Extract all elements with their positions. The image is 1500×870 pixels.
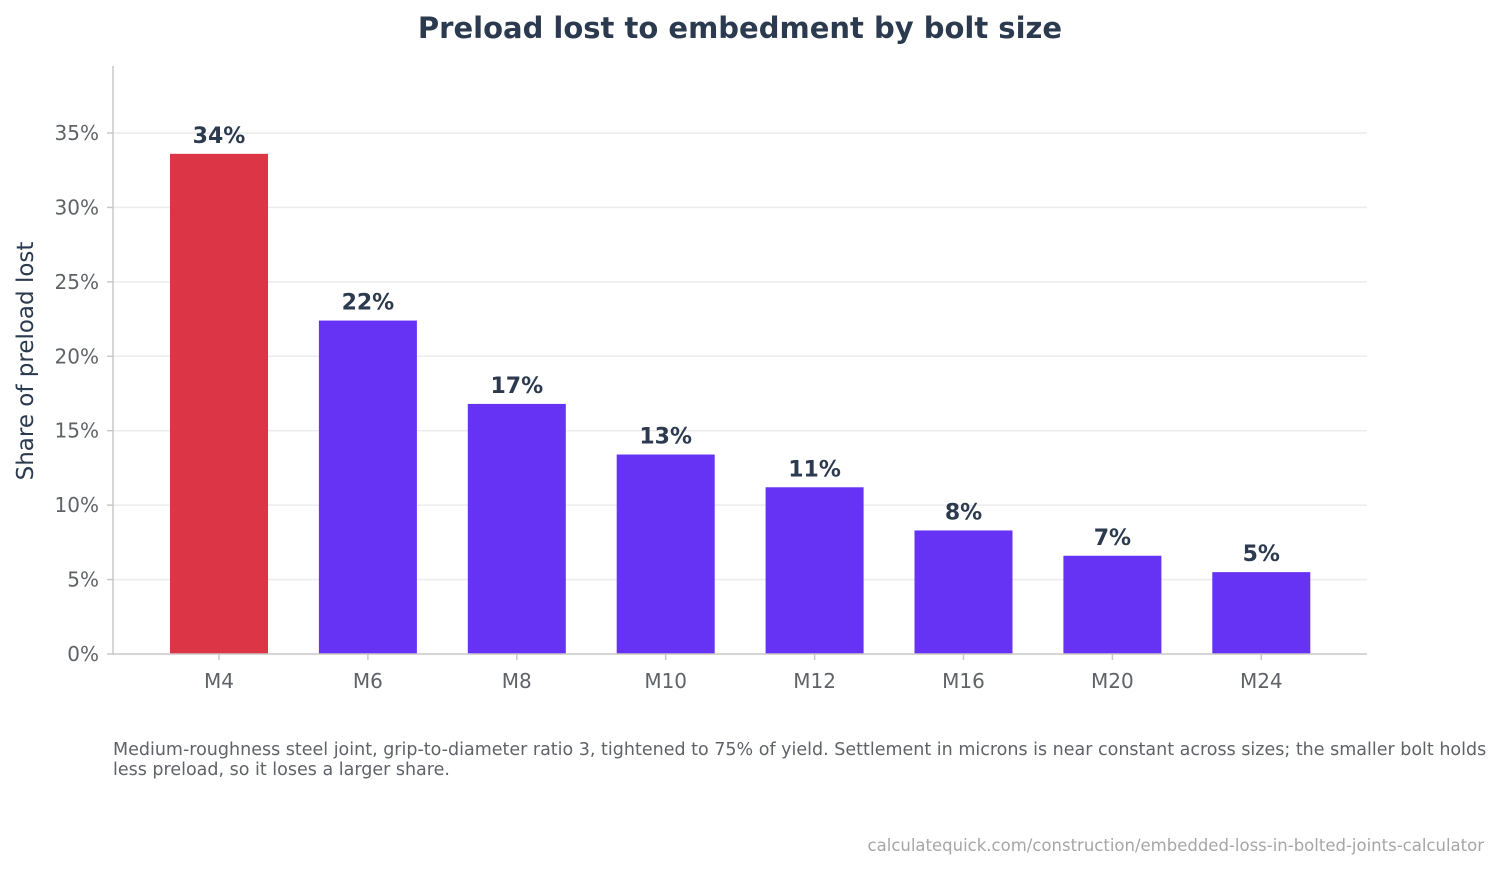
data-label-m24: 5%	[1243, 542, 1280, 567]
x-tick-label-m12: M12	[793, 669, 836, 693]
bar-m24	[1212, 572, 1311, 654]
chart-title: Preload lost to embedment by bolt size	[418, 11, 1062, 45]
data-label-m12: 11%	[788, 457, 841, 482]
data-labels: 34% 22% 17% 13% 11% 8% 7% 5%	[193, 124, 1280, 567]
x-tick-label-m16: M16	[942, 669, 985, 693]
bar-m20	[1063, 555, 1162, 654]
data-label-m8: 17%	[490, 374, 543, 399]
x-tick-label-m24: M24	[1240, 669, 1283, 693]
data-label-m10: 13%	[639, 425, 692, 450]
bar-m8	[467, 403, 566, 654]
y-tick-labels: 0% 5% 10% 15% 20% 25% 30% 35%	[55, 121, 113, 666]
bar-m4	[170, 153, 268, 654]
y-tick-label: 5%	[67, 568, 99, 592]
y-tick-label: 10%	[55, 493, 99, 517]
data-label-m4: 34%	[193, 124, 246, 149]
bar-m16	[914, 530, 1013, 654]
x-tick-label-m20: M20	[1091, 669, 1134, 693]
chart-caption: Medium-roughness steel joint, grip-to-di…	[113, 740, 1487, 780]
source-url: calculatequick.com/construction/embedded…	[867, 836, 1484, 855]
bars	[170, 153, 1311, 654]
y-tick-label: 15%	[55, 419, 99, 443]
gridlines	[113, 132, 1367, 581]
x-tick-label-m10: M10	[644, 669, 687, 693]
x-tick-label-m6: M6	[353, 669, 383, 693]
data-label-m6: 22%	[342, 291, 395, 316]
y-tick-label: 25%	[55, 270, 99, 294]
y-tick-label: 0%	[67, 642, 99, 666]
y-tick-label: 20%	[55, 344, 99, 368]
data-label-m20: 7%	[1094, 526, 1131, 551]
y-tick-label: 30%	[55, 195, 99, 219]
axes	[112, 66, 1367, 655]
y-tick-label: 35%	[55, 121, 99, 145]
x-tick-label-m8: M8	[502, 669, 532, 693]
bar-chart: Preload lost to embedment by bolt size S…	[13, 11, 1367, 693]
x-tick-labels: M4 M6 M8 M10 M12 M16 M20 M24	[204, 654, 1283, 693]
x-tick-label-m4: M4	[204, 669, 234, 693]
y-axis-label: Share of preload lost	[13, 242, 39, 481]
data-label-m16: 8%	[945, 500, 982, 525]
bar-m12	[765, 487, 864, 654]
bar-m10	[616, 454, 715, 654]
bar-m6	[318, 320, 417, 654]
